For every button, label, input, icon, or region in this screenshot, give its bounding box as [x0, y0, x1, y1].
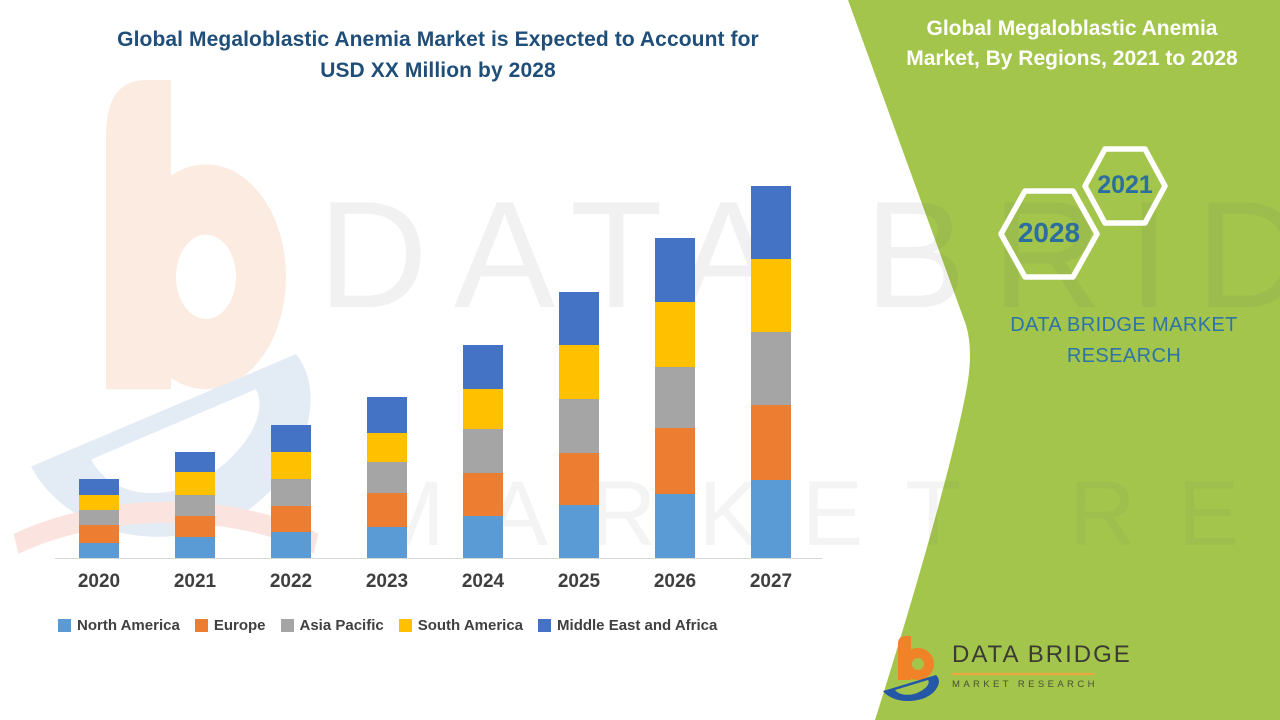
legend-label: Asia Pacific — [299, 617, 384, 634]
chart-title-line2: USD XX Million by 2028 — [320, 59, 556, 82]
hexagon-2021 — [1082, 146, 1168, 226]
x-axis-label: 2025 — [557, 571, 601, 592]
bar-segment-south-america — [367, 433, 407, 462]
bar-segment-asia-pacific — [559, 399, 599, 453]
bar-segment-north-america — [655, 494, 695, 558]
hexagon-2028 — [998, 188, 1100, 280]
footer-brand-subtext: MARKET RESEARCH — [952, 679, 1098, 690]
chart-legend: North America Europe Asia Pacific South Ame… — [58, 617, 717, 634]
bar-segment-north-america — [79, 543, 119, 558]
legend-item: South America — [398, 617, 524, 634]
footer-brand-rule — [952, 673, 1094, 675]
bar-segment-south-america — [463, 389, 503, 429]
hexagon-2028-label: 2028 — [1017, 217, 1081, 248]
bar-segment-middle-east-and-africa — [559, 292, 599, 345]
bar-segment-middle-east-and-africa — [367, 397, 407, 433]
bar-segment-europe — [367, 493, 407, 527]
footer-logo-icon — [883, 636, 939, 702]
footer-brand-name: DATA BRIDGE — [952, 641, 1132, 668]
hexagon-2021-label: 2021 — [1097, 171, 1153, 199]
bar-segment-north-america — [367, 527, 407, 558]
x-axis-label: 2022 — [269, 571, 313, 592]
chart-title-line1: Global Megaloblastic Anemia Market is Ex… — [117, 28, 759, 51]
legend-label: Middle East and Africa — [557, 617, 718, 634]
bar-segment-europe — [655, 428, 695, 494]
bar-segment-middle-east-and-africa — [175, 452, 215, 472]
bar-segment-europe — [79, 525, 119, 543]
bar-segment-north-america — [559, 505, 599, 558]
bar-segment-south-america — [559, 345, 599, 399]
bar-segment-asia-pacific — [751, 332, 791, 405]
bar-segment-middle-east-and-africa — [655, 238, 695, 302]
brand-name-text: DATA BRIDGE MARKET RESEARCH — [1010, 314, 1238, 367]
x-axis-label: 2027 — [749, 571, 793, 592]
legend-label: Europe — [213, 617, 266, 634]
x-axis-label: 2023 — [365, 571, 409, 592]
legend-item: Europe — [194, 617, 266, 634]
bar-segment-north-america — [751, 480, 791, 558]
bar-segment-europe — [559, 453, 599, 505]
legend-swatch — [398, 619, 412, 632]
hexagon-2021-outline — [1082, 146, 1168, 226]
bar-segment-north-america — [463, 516, 503, 558]
bar-segment-middle-east-and-africa — [79, 479, 119, 495]
hexagon-2028-outline — [998, 188, 1100, 280]
legend-label: North America — [77, 617, 180, 634]
bar-segment-asia-pacific — [463, 429, 503, 473]
legend-item: Middle East and Africa — [538, 617, 717, 634]
bar-segment-europe — [463, 473, 503, 516]
x-axis-label: 2024 — [461, 571, 505, 592]
x-axis-label: 2021 — [173, 571, 217, 592]
bar-segment-south-america — [79, 495, 119, 510]
side-panel-title-line2: Market, By Regions, 2021 to 2028 — [906, 47, 1238, 70]
side-panel-shape — [848, 0, 1280, 720]
legend-item: North America — [58, 617, 180, 634]
bar-segment-middle-east-and-africa — [463, 345, 503, 389]
footer-logo-swoosh — [883, 675, 939, 702]
bar-segment-asia-pacific — [367, 462, 407, 493]
legend-swatch — [194, 619, 208, 632]
side-panel-title-line1: Global Megaloblastic Anemia — [926, 17, 1218, 40]
side-panel-title: Global Megaloblastic Anemia Market, By R… — [872, 14, 1272, 74]
chart-title: Global Megaloblastic Anemia Market is Ex… — [55, 24, 821, 86]
legend-item: Asia Pacific — [280, 617, 384, 634]
bar-segment-middle-east-and-africa — [271, 425, 311, 452]
legend-swatch — [280, 619, 294, 632]
plot-area — [55, 170, 821, 558]
legend-swatch — [58, 619, 71, 632]
bar-segment-north-america — [175, 537, 215, 558]
bar-segment-asia-pacific — [79, 510, 119, 525]
footer-logo-text: DATA BRIDGE MARKET RESEARCH — [952, 641, 1132, 690]
bar-segment-asia-pacific — [271, 479, 311, 506]
bar-segment-south-america — [271, 452, 311, 479]
x-axis-line — [55, 558, 822, 559]
bar-segment-north-america — [271, 532, 311, 558]
bar-segment-south-america — [655, 302, 695, 367]
bar-segment-europe — [751, 405, 791, 480]
bar-segment-south-america — [751, 259, 791, 332]
bar-segment-asia-pacific — [655, 367, 695, 428]
x-axis-label: 2020 — [77, 571, 121, 592]
legend-swatch — [538, 619, 552, 632]
watermark-logo-b-bowl — [126, 164, 286, 390]
legend-label: South America — [417, 617, 524, 634]
x-axis-label: 2026 — [653, 571, 697, 592]
footer-logo-b-bowl — [902, 648, 934, 680]
bar-segment-asia-pacific — [175, 495, 215, 516]
bar-segment-south-america — [175, 472, 215, 495]
bar-segment-europe — [271, 506, 311, 532]
bar-segment-middle-east-and-africa — [751, 186, 791, 259]
bar-segment-europe — [175, 516, 215, 537]
